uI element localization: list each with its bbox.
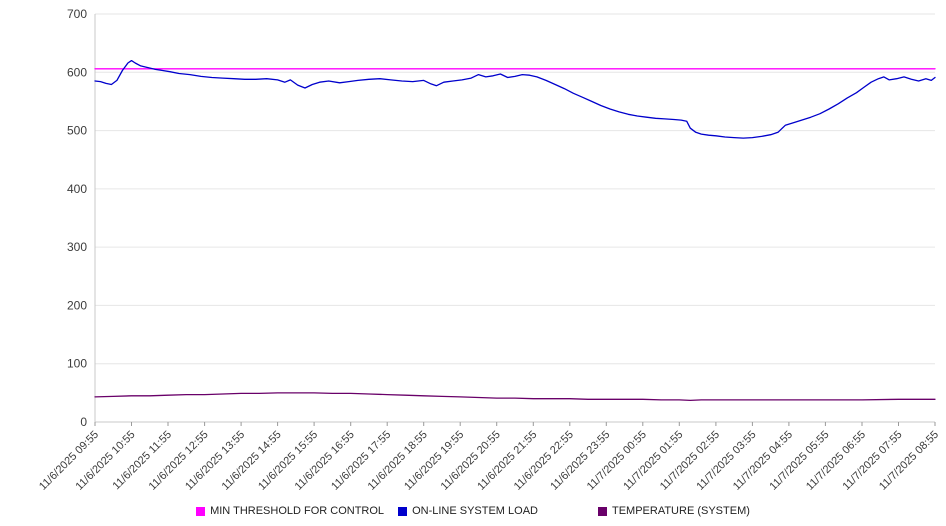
legend-item-min-threshold: MIN THRESHOLD FOR CONTROL	[196, 505, 384, 517]
legend: MIN THRESHOLD FOR CONTROL ON-LINE SYSTEM…	[0, 498, 946, 524]
svg-text:600: 600	[67, 65, 87, 79]
svg-text:0: 0	[80, 415, 87, 429]
svg-text:100: 100	[67, 357, 87, 371]
line-chart: 0 100 200 300 400 500 600 700 11/6/2025 09:55 11/…	[37, 7, 941, 493]
legend-label-min-threshold: MIN THRESHOLD FOR CONTROL	[210, 505, 385, 517]
legend-label-system-load: ON-LINE SYSTEM LOAD	[412, 505, 538, 517]
legend-swatch-system-load-icon	[398, 506, 408, 516]
svg-text:400: 400	[67, 182, 87, 196]
legend-item-system-load: ON-LINE SYSTEM LOAD	[398, 505, 538, 517]
svg-text:200: 200	[67, 298, 87, 312]
legend-swatch-min-threshold-icon	[196, 506, 206, 516]
legend-item-temperature: TEMPERATURE (SYSTEM)	[597, 505, 750, 517]
svg-text:700: 700	[67, 7, 87, 21]
legend-label-temperature: TEMPERATURE (SYSTEM)	[611, 505, 750, 517]
svg-text:300: 300	[67, 240, 87, 254]
legend-swatch-temperature-icon	[597, 506, 607, 516]
svg-text:500: 500	[67, 124, 87, 138]
